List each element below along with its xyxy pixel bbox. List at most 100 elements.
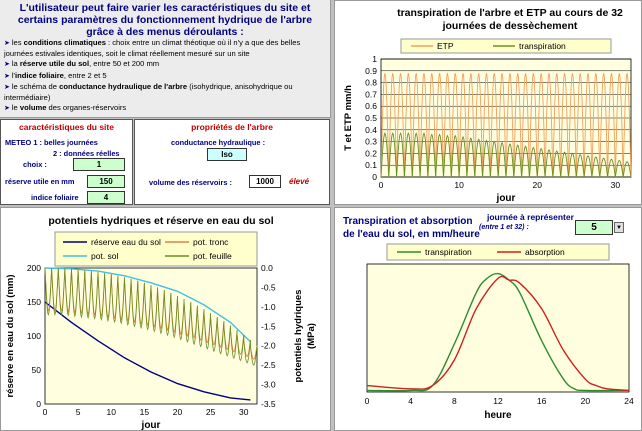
chart-potentials: potentiels hydriques et réserve en eau d… [0, 207, 331, 431]
chart-title: transpiration de l'arbre et ETP au cours… [397, 7, 623, 19]
x-tick-label: 30 [611, 180, 621, 190]
x-tick-label: 4 [408, 396, 413, 406]
x-axis-label: heure [484, 410, 512, 421]
y-axis-label: réserve en eau du sol (mm) [5, 274, 16, 397]
series-line-transpiration [380, 132, 632, 178]
site-title: caractéristiques du site [19, 122, 114, 132]
x-tick-label: 30 [239, 407, 249, 417]
y-tick-label: 50 [32, 365, 42, 375]
chart-daily-svg: Transpiration et absorption de l'eau du s… [343, 216, 634, 421]
legend-label: absorption [525, 247, 565, 257]
y2-axis-label: potentiels hydriques [293, 290, 304, 383]
x-tick-label: 10 [454, 180, 464, 190]
y-tick-label: 0.3 [365, 137, 377, 147]
x-tick-label: 20 [173, 407, 183, 417]
chart-daily: Transpiration et absorption de l'eau du s… [334, 207, 642, 431]
legend-label: transpiration [425, 247, 472, 257]
y-tick-label: 0 [36, 399, 41, 409]
y-tick-label: 0.6 [365, 101, 377, 111]
intro-item-keyword: indice foliaire [14, 70, 64, 80]
arrow-icon: ➤ [4, 40, 12, 47]
x-tick-label: 0 [379, 180, 384, 190]
x-tick-label: 25 [206, 407, 216, 417]
intro-item-text: : choix entre un climat théotique où il … [4, 38, 301, 59]
legend-label: pot. sol [91, 251, 119, 261]
site-panel: caractéristiques du site METEO 1 : belle… [0, 119, 133, 205]
series-line [44, 267, 251, 343]
arrow-icon: ➤ [4, 61, 12, 69]
chart-title: potentiels hydriques et réserve en eau d… [48, 215, 273, 227]
series-line [366, 272, 630, 392]
chart-transpiration-etp-svg: transpiration de l'arbre et ETP au cours… [343, 7, 632, 204]
conductance-label: conductance hydraulique : [171, 138, 266, 147]
y-tick-label: 150 [27, 297, 41, 307]
y-tick-label: 0.7 [365, 89, 377, 99]
y-tick-label: 0.8 [365, 78, 377, 88]
intro-item-text: , entre 50 et 200 mm [89, 59, 160, 69]
day-selector-label: journée à représenter [487, 212, 574, 222]
legend-label: ETP [437, 41, 454, 51]
chart-title: journées de dessèchement [442, 20, 578, 32]
intro-panel: L'utilisateur peut faire varier les cara… [0, 0, 331, 118]
day-selector-input[interactable]: 5 [575, 220, 613, 235]
reserve-input[interactable]: 150 [87, 175, 125, 188]
x-tick-label: 0 [43, 407, 48, 417]
x-axis-label: jour [141, 420, 161, 431]
intro-item-prefix: l' [11, 70, 15, 80]
intro-title: L'utilisateur peut faire varier les cara… [17, 2, 313, 38]
intro-item: ➤ le schéma de conductance hydraulique d… [4, 82, 326, 103]
y-axis-label: T et ETP mm/h [343, 85, 354, 151]
legend-box [54, 231, 258, 267]
legend-label: réserve eau du sol [91, 237, 161, 247]
day-selector-hint: (entre 1 et 32) : [479, 224, 529, 231]
x-tick-label: 20 [533, 180, 543, 190]
volume-label: volume des réservoirs : [149, 178, 232, 187]
series-line [44, 267, 258, 366]
legend-label: pot. tronc [193, 237, 229, 247]
chart-title: de l'eau du sol, en mm/heure [343, 229, 480, 240]
y-tick-label: 0.1 [365, 160, 377, 170]
y-tick-label: 0 [372, 172, 377, 182]
series-line [44, 301, 251, 401]
y-tick-label: 0.4 [365, 125, 377, 135]
y2-tick-label: -3.0 [261, 380, 276, 390]
x-tick-label: 16 [537, 396, 547, 406]
y2-tick-label: -1.0 [261, 302, 276, 312]
volume-note: élevé [289, 177, 310, 186]
y2-tick-label: -2.5 [261, 360, 276, 370]
x-tick-label: 0 [365, 396, 370, 406]
chart-title: Transpiration et absorption [343, 216, 472, 227]
y-tick-label: 1 [372, 54, 377, 64]
meteo-choice-input[interactable]: 1 [73, 158, 125, 171]
legend-label: transpiration [519, 41, 566, 51]
day-selector-dropdown-icon[interactable]: ▼ [614, 222, 624, 233]
y-tick-label: 0.2 [365, 148, 377, 158]
intro-item-text: (isohydrique, anisohydrique ou intermédi… [4, 81, 293, 103]
volume-select[interactable]: 1000 [249, 175, 281, 188]
y2-tick-label: -0.5 [261, 282, 276, 292]
plot-frame [366, 263, 630, 393]
y-tick-label: 0.9 [365, 66, 377, 76]
arrow-icon: ➤ [4, 72, 12, 80]
tree-panel: propriétés de l'arbre conductance hydrau… [134, 119, 330, 205]
intro-item-prefix: le schéma de [11, 81, 60, 91]
arrow-icon: ➤ [4, 83, 12, 91]
x-tick-label: 10 [107, 407, 117, 417]
y2-tick-label: -2.0 [261, 341, 276, 351]
chart-transpiration-etp: transpiration de l'arbre et ETP au cours… [334, 0, 642, 205]
indice-input[interactable]: 4 [87, 191, 125, 204]
intro-list: ➤ les conditions climatiques : choix ent… [4, 38, 326, 114]
plot-frame [44, 267, 258, 405]
plot-area [367, 264, 629, 392]
chart-potentials-svg: potentiels hydriques et réserve en eau d… [5, 215, 317, 431]
intro-item-keyword: volume [19, 103, 47, 113]
intro-item-keyword: conductance hydraulique de l'arbre [59, 81, 188, 91]
x-tick-label: 5 [76, 407, 81, 417]
conductance-select[interactable]: Iso [207, 148, 247, 161]
x-tick-label: 20 [581, 396, 591, 406]
y2-tick-label: 0.0 [261, 263, 273, 273]
x-tick-label: 24 [624, 396, 634, 406]
y-tick-label: 0.5 [365, 113, 377, 123]
legend-label: pot. feuille [193, 251, 232, 261]
